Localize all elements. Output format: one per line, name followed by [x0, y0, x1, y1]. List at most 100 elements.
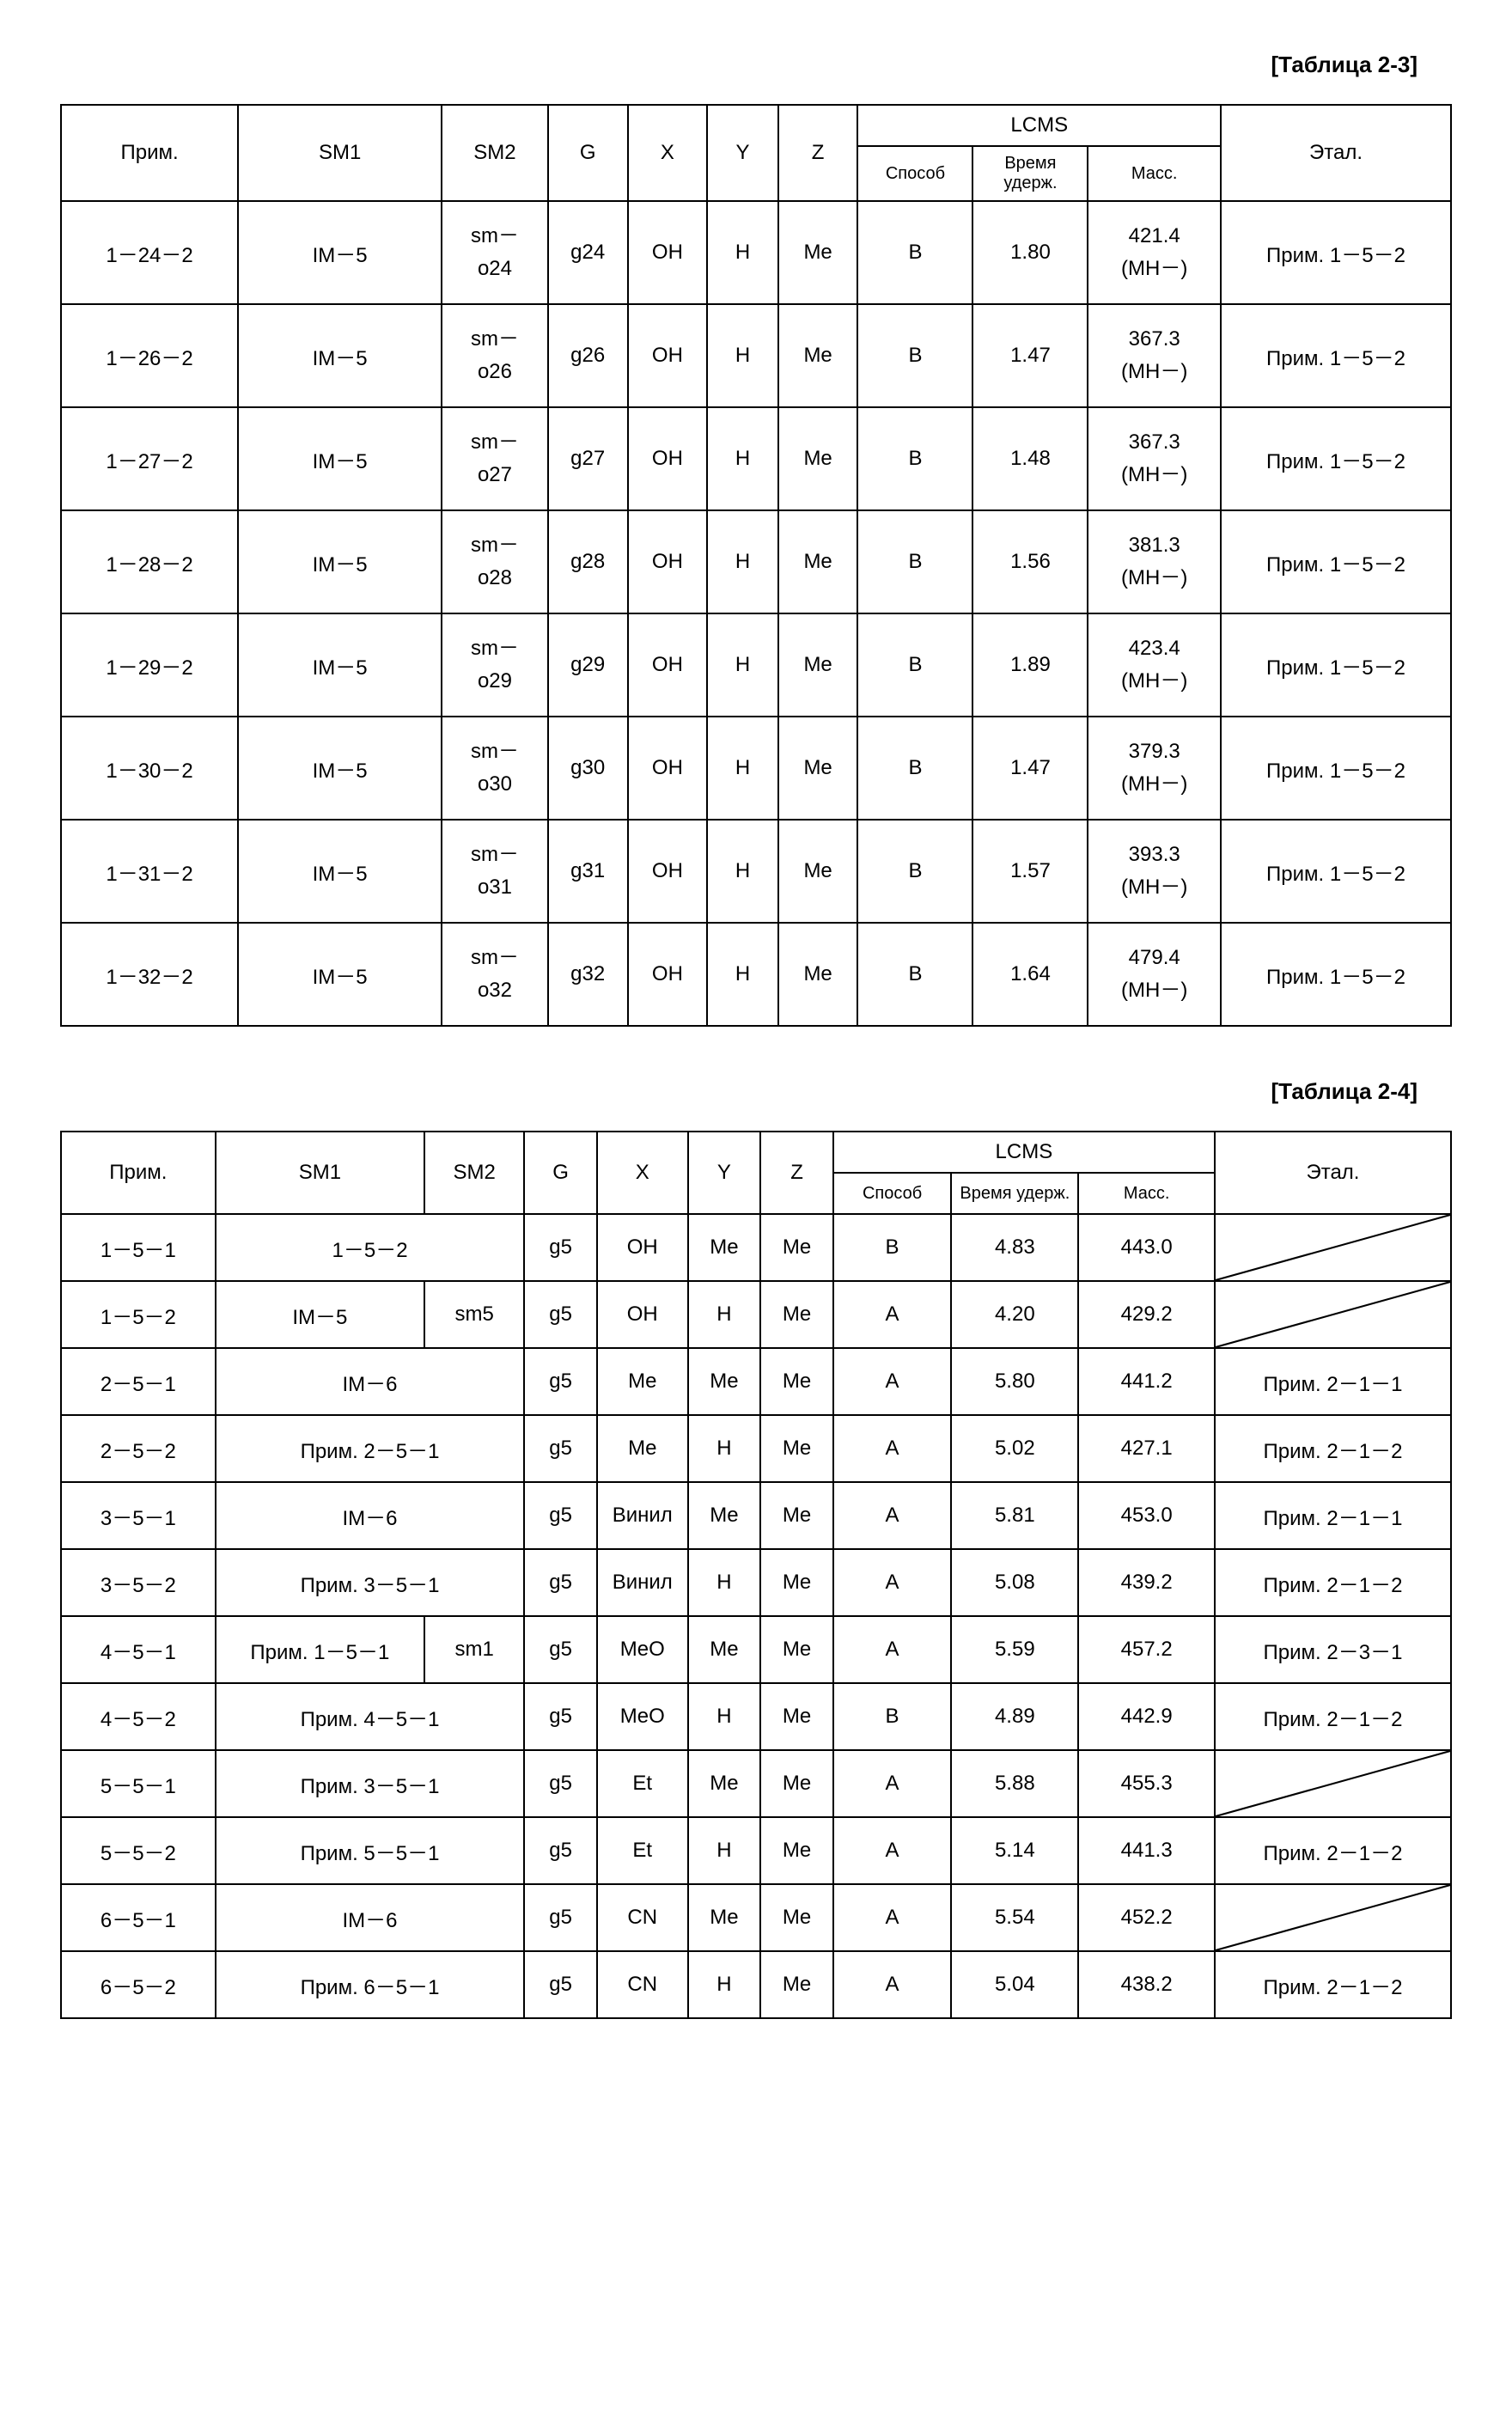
- cell-g: g5: [524, 1951, 597, 2018]
- cell-x: MeO: [597, 1683, 688, 1750]
- cell-z: Me: [760, 1281, 833, 1348]
- cell-z: Me: [760, 1348, 833, 1415]
- cell-prim: 1－32－2: [61, 923, 238, 1026]
- cell-mass: 457.2: [1078, 1616, 1215, 1683]
- table-row: 2－5－2Прим. 2－5－1g5MeHMeA5.02427.1Прим. 2…: [61, 1415, 1451, 1482]
- cell-g: g5: [524, 1281, 597, 1348]
- cell-sm1: Прим. 3－5－1: [216, 1549, 525, 1616]
- cell-vremya: 5.04: [951, 1951, 1078, 2018]
- cell-sm1: IM－5: [238, 510, 442, 613]
- cell-g: g31: [548, 820, 628, 923]
- cell-mass: 421.4(MH－): [1088, 201, 1221, 304]
- cell-mass: 429.2: [1078, 1281, 1215, 1348]
- cell-y: Me: [688, 1214, 761, 1281]
- cell-prim: 1－24－2: [61, 201, 238, 304]
- th-z: Z: [760, 1132, 833, 1214]
- cell-g: g5: [524, 1482, 597, 1549]
- cell-z: Me: [760, 1415, 833, 1482]
- cell-g: g27: [548, 407, 628, 510]
- cell-mass: 439.2: [1078, 1549, 1215, 1616]
- cell-g: g29: [548, 613, 628, 717]
- cell-y: Me: [688, 1482, 761, 1549]
- table-row: 3－5－2Прим. 3－5－1g5ВинилHMeA5.08439.2Прим…: [61, 1549, 1451, 1616]
- cell-prim: 1－5－1: [61, 1214, 216, 1281]
- th-x: X: [628, 105, 708, 201]
- cell-x: OH: [628, 201, 708, 304]
- cell-etal: Прим. 2－1－2: [1215, 1951, 1451, 2018]
- cell-y: H: [688, 1415, 761, 1482]
- cell-z: Me: [778, 613, 858, 717]
- cell-sm2: sm－o24: [442, 201, 548, 304]
- cell-x: OH: [628, 510, 708, 613]
- cell-x: Me: [597, 1348, 688, 1415]
- cell-sposob: A: [833, 1884, 951, 1951]
- cell-sm2: sm－o31: [442, 820, 548, 923]
- table-row: 1－5－11－5－2g5OHMeMeB4.83443.0: [61, 1214, 1451, 1281]
- cell-g: g5: [524, 1549, 597, 1616]
- cell-sposob: B: [857, 510, 972, 613]
- cell-vremya: 5.59: [951, 1616, 1078, 1683]
- cell-mass: 453.0: [1078, 1482, 1215, 1549]
- cell-mass: 442.9: [1078, 1683, 1215, 1750]
- cell-sm1: IM－5: [238, 820, 442, 923]
- table-row: 6－5－2Прим. 6－5－1g5CNHMeA5.04438.2Прим. 2…: [61, 1951, 1451, 2018]
- cell-etal: Прим. 2－1－2: [1215, 1549, 1451, 1616]
- cell-sposob: A: [833, 1616, 951, 1683]
- cell-x: OH: [628, 923, 708, 1026]
- cell-mass: 441.2: [1078, 1348, 1215, 1415]
- cell-y: H: [688, 1281, 761, 1348]
- cell-sm2: sm－o29: [442, 613, 548, 717]
- table23-caption: [Таблица 2-3]: [43, 52, 1418, 78]
- cell-sm1: Прим. 6－5－1: [216, 1951, 525, 2018]
- cell-etal: Прим. 2－1－1: [1215, 1348, 1451, 1415]
- table-row: 1－29－2IM－5sm－o29g29OHHMeB1.89423.4(MH－)П…: [61, 613, 1451, 717]
- cell-sposob: A: [833, 1750, 951, 1817]
- cell-vremya: 4.89: [951, 1683, 1078, 1750]
- cell-g: g26: [548, 304, 628, 407]
- cell-sm1: IM－5: [238, 304, 442, 407]
- cell-prim: 3－5－1: [61, 1482, 216, 1549]
- cell-z: Me: [760, 1482, 833, 1549]
- table-row: 1－30－2IM－5sm－o30g30OHHMeB1.47379.3(MH－)П…: [61, 717, 1451, 820]
- cell-z: Me: [760, 1549, 833, 1616]
- cell-sposob: A: [833, 1549, 951, 1616]
- th-z: Z: [778, 105, 858, 201]
- th-x: X: [597, 1132, 688, 1214]
- cell-g: g5: [524, 1750, 597, 1817]
- cell-z: Me: [760, 1214, 833, 1281]
- cell-x: CN: [597, 1884, 688, 1951]
- cell-vremya: 5.54: [951, 1884, 1078, 1951]
- cell-z: Me: [778, 820, 858, 923]
- cell-vremya: 1.56: [972, 510, 1088, 613]
- cell-x: OH: [628, 820, 708, 923]
- cell-g: g5: [524, 1884, 597, 1951]
- cell-etal: [1215, 1750, 1451, 1817]
- cell-y: H: [688, 1683, 761, 1750]
- th-vremya: Время удерж.: [951, 1173, 1078, 1214]
- cell-x: Me: [597, 1415, 688, 1482]
- table-row: 1－27－2IM－5sm－o27g27OHHMeB1.48367.3(MH－)П…: [61, 407, 1451, 510]
- cell-prim: 5－5－2: [61, 1817, 216, 1884]
- cell-mass: 367.3(MH－): [1088, 304, 1221, 407]
- cell-sm2: sm－o30: [442, 717, 548, 820]
- cell-prim: 4－5－1: [61, 1616, 216, 1683]
- cell-g: g32: [548, 923, 628, 1026]
- cell-etal: Прим. 1－5－2: [1221, 613, 1451, 717]
- th-y: Y: [707, 105, 777, 201]
- cell-prim: 4－5－2: [61, 1683, 216, 1750]
- cell-mass: 379.3(MH－): [1088, 717, 1221, 820]
- cell-etal: Прим. 2－1－1: [1215, 1482, 1451, 1549]
- cell-vremya: 4.83: [951, 1214, 1078, 1281]
- cell-y: H: [688, 1817, 761, 1884]
- cell-sm2: sm－o26: [442, 304, 548, 407]
- cell-vremya: 5.81: [951, 1482, 1078, 1549]
- table-row: 1－31－2IM－5sm－o31g31OHHMeB1.57393.3(MH－)П…: [61, 820, 1451, 923]
- cell-sposob: A: [833, 1951, 951, 2018]
- cell-sposob: B: [857, 407, 972, 510]
- cell-mass: 441.3: [1078, 1817, 1215, 1884]
- cell-etal: [1215, 1214, 1451, 1281]
- cell-sposob: A: [833, 1415, 951, 1482]
- cell-mass: 423.4(MH－): [1088, 613, 1221, 717]
- cell-y: H: [688, 1549, 761, 1616]
- cell-vremya: 1.47: [972, 717, 1088, 820]
